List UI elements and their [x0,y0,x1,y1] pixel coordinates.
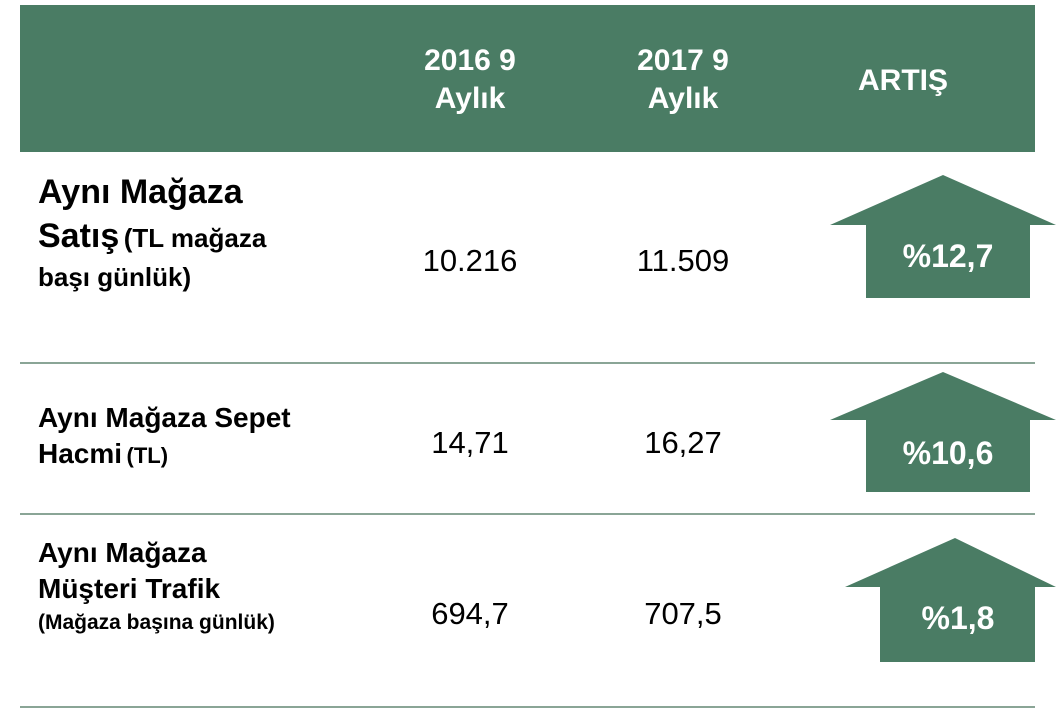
increase: %1,8 [921,600,995,636]
row-divider [20,513,1035,515]
increase: %12,7 [902,238,994,274]
label-note: (Mağaza başına günlük) [38,611,275,634]
label-main: Aynı Mağaza Müşteri Trafik [38,537,221,604]
header-text: 2016 9 [424,44,516,77]
header-bar [20,5,1035,152]
row-label: Aynı Mağaza Satış (TL mağaza başı günlük… [38,170,278,296]
up-arrow [830,175,1056,298]
value-2017: 707,5 [644,596,722,631]
label-note: (TL) [126,443,169,468]
row-label: Aynı Mağaza Müşteri Trafik (Mağaza başın… [38,535,298,639]
label-main: Aynı Mağaza Satış [38,173,243,255]
header-text: Aylık [647,82,719,115]
up-arrow [830,372,1056,492]
header-text: 2017 9 [637,44,729,77]
value-2017: 11.509 [636,243,730,278]
row-divider [20,706,1035,708]
increase: %10,6 [902,435,994,471]
label-main: Aynı Mağaza Sepet Hacmi [38,402,291,469]
label-note: (TL mağaza başı günlük) [38,223,267,292]
header-cell: 2017 9 Aylık [583,42,783,118]
value-2016: 10.216 [422,243,518,278]
value-2017: 16,27 [644,425,722,460]
header-text: ARTIŞ [858,64,948,97]
header-cell: 2016 9 Aylık [370,42,570,118]
header-text: Aylık [434,82,506,115]
value-2016: 694,7 [431,596,509,631]
row-divider [20,362,1035,364]
row-label: Aynı Mağaza Sepet Hacmi (TL) [38,400,358,474]
header-cell: ARTIŞ [803,62,1003,100]
value-2016: 14,71 [431,425,509,460]
up-arrow [845,538,1056,662]
